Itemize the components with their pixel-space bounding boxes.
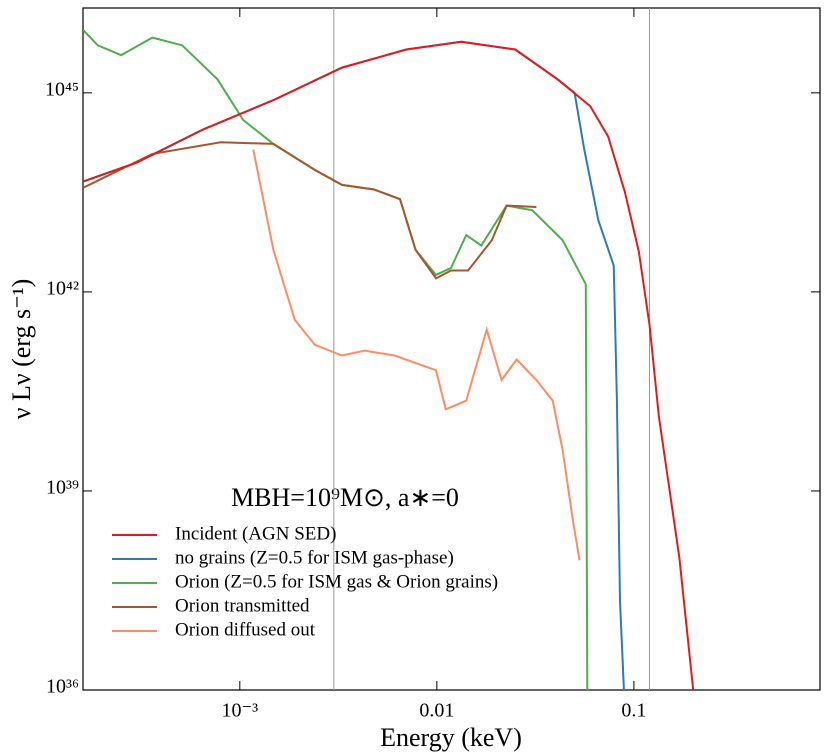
x-axis-title: Energy (keV) — [380, 723, 522, 752]
y-axis-title: ν Lν (erg s⁻¹) — [7, 279, 36, 420]
y-tick-label: 10⁴⁵ — [45, 78, 79, 100]
y-tick-label: 10³⁶ — [46, 676, 79, 698]
series-line — [83, 40, 695, 690]
annotation: MBH=10⁹M⊙, a∗=0 — [231, 483, 459, 512]
x-tick-label: 0.01 — [419, 700, 454, 722]
x-tick-label: 10⁻³ — [222, 700, 259, 722]
legend-label: Orion diffused out — [175, 619, 316, 640]
y-tick-label: 10⁴² — [46, 277, 79, 299]
series-line — [252, 149, 581, 561]
legend-label: Orion (Z=0.5 for ISM gas & Orion grains) — [175, 571, 498, 592]
y-tick-label: 10³⁹ — [46, 477, 79, 499]
legend-label: Incident (AGN SED) — [175, 523, 336, 544]
legend-label: Orion transmitted — [175, 595, 310, 616]
x-tick-label: 0.1 — [621, 700, 646, 722]
legend-label: no grains (Z=0.5 for ISM gas-phase) — [175, 547, 454, 568]
plot-lines — [83, 8, 695, 690]
series-line — [83, 141, 537, 280]
series-line — [83, 40, 625, 690]
plot-frame — [82, 7, 821, 691]
